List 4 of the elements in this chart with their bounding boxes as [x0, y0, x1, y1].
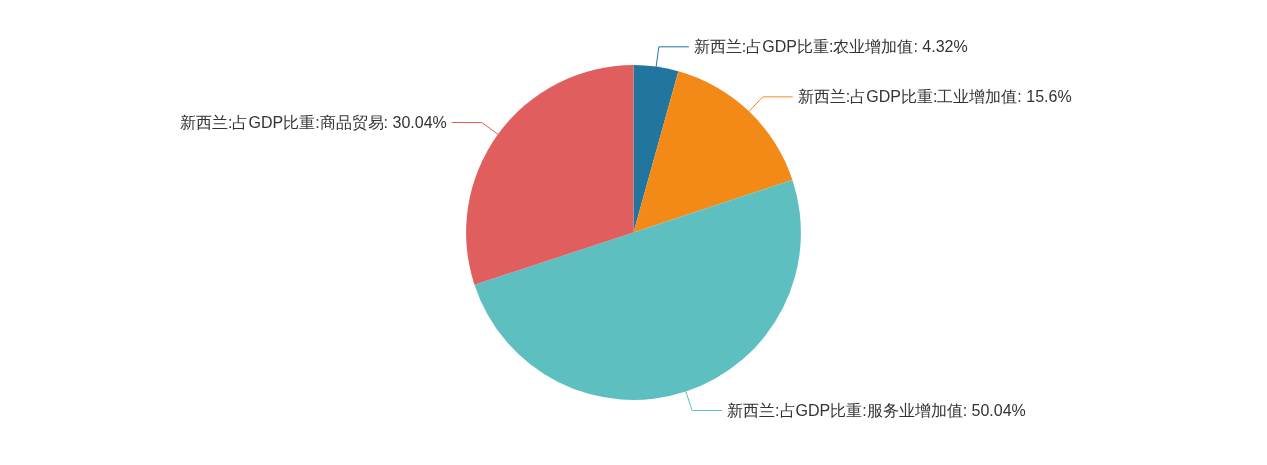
slice-label: 新西兰:占GDP比重:农业增加值: 4.32% — [693, 38, 968, 56]
slice-label: 新西兰:占GDP比重:工业增加值: 15.6% — [797, 88, 1072, 106]
slice-label: 新西兰:占GDP比重:服务业增加值: 50.04% — [727, 402, 1026, 420]
slice-label: 新西兰:占GDP比重:商品贸易: 30.04% — [180, 114, 447, 132]
